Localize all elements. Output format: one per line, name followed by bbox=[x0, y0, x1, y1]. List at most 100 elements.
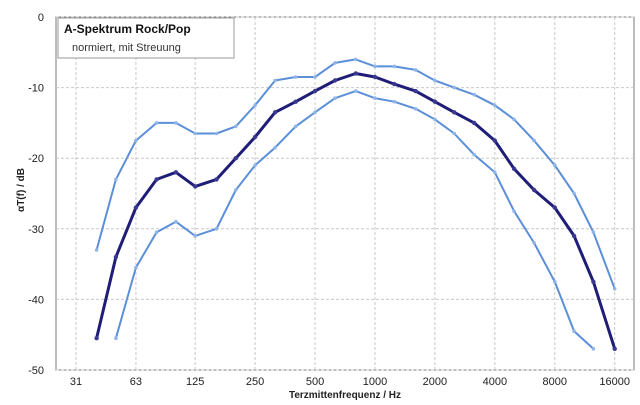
data-point-mean bbox=[413, 88, 418, 94]
x-axis-title: Terzmittenfrequenz / Hz bbox=[289, 390, 401, 401]
data-point-lower bbox=[114, 336, 118, 341]
data-point-mean bbox=[94, 336, 99, 341]
x-tick-label: 2000 bbox=[423, 376, 447, 388]
data-point-mean bbox=[591, 279, 596, 284]
chart-subtitle: normiert, mit Streuung bbox=[72, 42, 181, 54]
data-point-lower bbox=[392, 99, 397, 104]
x-tick-label: 16000 bbox=[599, 376, 630, 388]
data-point-upper bbox=[313, 75, 317, 79]
series-layer bbox=[94, 57, 617, 351]
y-tick-label: -40 bbox=[28, 294, 44, 306]
y-tick-label: -10 bbox=[28, 83, 44, 95]
data-point-mean bbox=[312, 88, 318, 94]
title-box-frame bbox=[57, 17, 235, 59]
data-point-lower bbox=[214, 227, 219, 231]
data-point-upper bbox=[392, 64, 397, 69]
y-tick-label: -50 bbox=[28, 365, 44, 377]
data-point-mean bbox=[511, 166, 517, 171]
data-point-upper bbox=[472, 92, 477, 97]
data-point-mean bbox=[552, 205, 557, 210]
x-tick-label: 63 bbox=[130, 376, 142, 388]
data-point-upper bbox=[134, 138, 138, 143]
data-point-mean bbox=[214, 177, 219, 182]
data-point-lower bbox=[193, 234, 197, 238]
data-point-upper bbox=[214, 131, 219, 136]
data-point-upper bbox=[532, 138, 536, 143]
x-gridlines bbox=[75, 17, 616, 370]
y-tick-label: 0 bbox=[38, 12, 44, 24]
data-point-upper bbox=[553, 163, 557, 168]
data-point-upper bbox=[452, 85, 457, 90]
data-point-upper bbox=[591, 230, 596, 235]
data-point-lower bbox=[512, 209, 516, 213]
data-point-lower bbox=[373, 96, 377, 100]
data-point-lower bbox=[433, 117, 437, 122]
data-point-upper bbox=[253, 103, 257, 108]
data-point-mean bbox=[612, 346, 617, 351]
data-point-upper bbox=[493, 103, 497, 108]
data-point-lower bbox=[452, 131, 457, 136]
data-point-lower bbox=[313, 110, 317, 115]
data-point-mean bbox=[571, 233, 577, 239]
data-point-upper bbox=[293, 75, 298, 79]
x-tick-label: 250 bbox=[246, 376, 264, 388]
title-box: A-Spektrum Rock/Pop normiert, mit Streuu… bbox=[57, 17, 235, 59]
data-point-upper bbox=[273, 78, 277, 83]
data-point-lower bbox=[273, 145, 277, 150]
data-point-upper bbox=[572, 191, 576, 196]
data-point-mean bbox=[472, 120, 477, 126]
y-axis-title-symbol: αT bbox=[16, 200, 27, 212]
data-point-mean bbox=[293, 99, 298, 104]
plot-area bbox=[55, 16, 635, 371]
y-gridlines bbox=[56, 16, 634, 371]
data-point-lower bbox=[253, 163, 257, 168]
data-point-upper bbox=[234, 124, 238, 129]
data-point-upper bbox=[94, 248, 99, 252]
data-point-lower bbox=[553, 280, 557, 284]
x-tick-label: 125 bbox=[186, 376, 204, 388]
data-point-lower bbox=[493, 170, 497, 175]
data-point-lower bbox=[333, 96, 337, 100]
series-mean bbox=[94, 71, 617, 351]
data-point-mean bbox=[432, 99, 438, 104]
data-point-lower bbox=[472, 152, 477, 157]
x-tick-label: 4000 bbox=[483, 376, 507, 388]
data-point-mean bbox=[154, 177, 159, 182]
series-lower bbox=[114, 89, 596, 351]
y-tick-labels: 0 -10 -20 -30 -40 -50 bbox=[28, 12, 44, 377]
data-point-upper bbox=[612, 287, 617, 291]
x-tick-label: 8000 bbox=[543, 376, 567, 388]
data-point-mean bbox=[353, 71, 358, 76]
data-point-lower bbox=[134, 265, 138, 270]
data-point-mean bbox=[252, 134, 258, 140]
data-point-lower bbox=[154, 230, 159, 235]
data-point-mean bbox=[233, 156, 238, 161]
data-point-mean bbox=[372, 74, 378, 80]
x-tick-label: 500 bbox=[306, 376, 324, 388]
data-point-upper bbox=[114, 177, 118, 182]
data-point-lower bbox=[413, 107, 418, 111]
series-upper bbox=[94, 57, 617, 291]
data-point-upper bbox=[154, 121, 159, 125]
data-point-mean bbox=[452, 110, 457, 115]
data-point-mean bbox=[531, 187, 537, 193]
data-point-mean bbox=[492, 138, 497, 143]
x-tick-labels: 31 63 125 250 500 1000 2000 4000 8000 16000 bbox=[70, 376, 630, 388]
data-point-upper bbox=[193, 131, 197, 136]
data-point-upper bbox=[373, 64, 377, 69]
data-point-upper bbox=[353, 57, 358, 62]
data-point-mean bbox=[113, 254, 119, 260]
data-point-mean bbox=[272, 110, 278, 115]
data-point-upper bbox=[333, 61, 337, 65]
y-axis-title: αT(f) / dB bbox=[16, 168, 27, 212]
data-point-mean bbox=[193, 184, 198, 189]
data-point-lower bbox=[591, 347, 596, 351]
data-point-lower bbox=[572, 329, 576, 334]
data-point-upper bbox=[413, 68, 418, 72]
chart-title: A-Spektrum Rock/Pop bbox=[64, 22, 191, 36]
data-point-lower bbox=[293, 124, 298, 129]
data-point-mean bbox=[332, 78, 338, 83]
data-point-mean bbox=[173, 170, 179, 175]
data-point-upper bbox=[512, 117, 516, 122]
